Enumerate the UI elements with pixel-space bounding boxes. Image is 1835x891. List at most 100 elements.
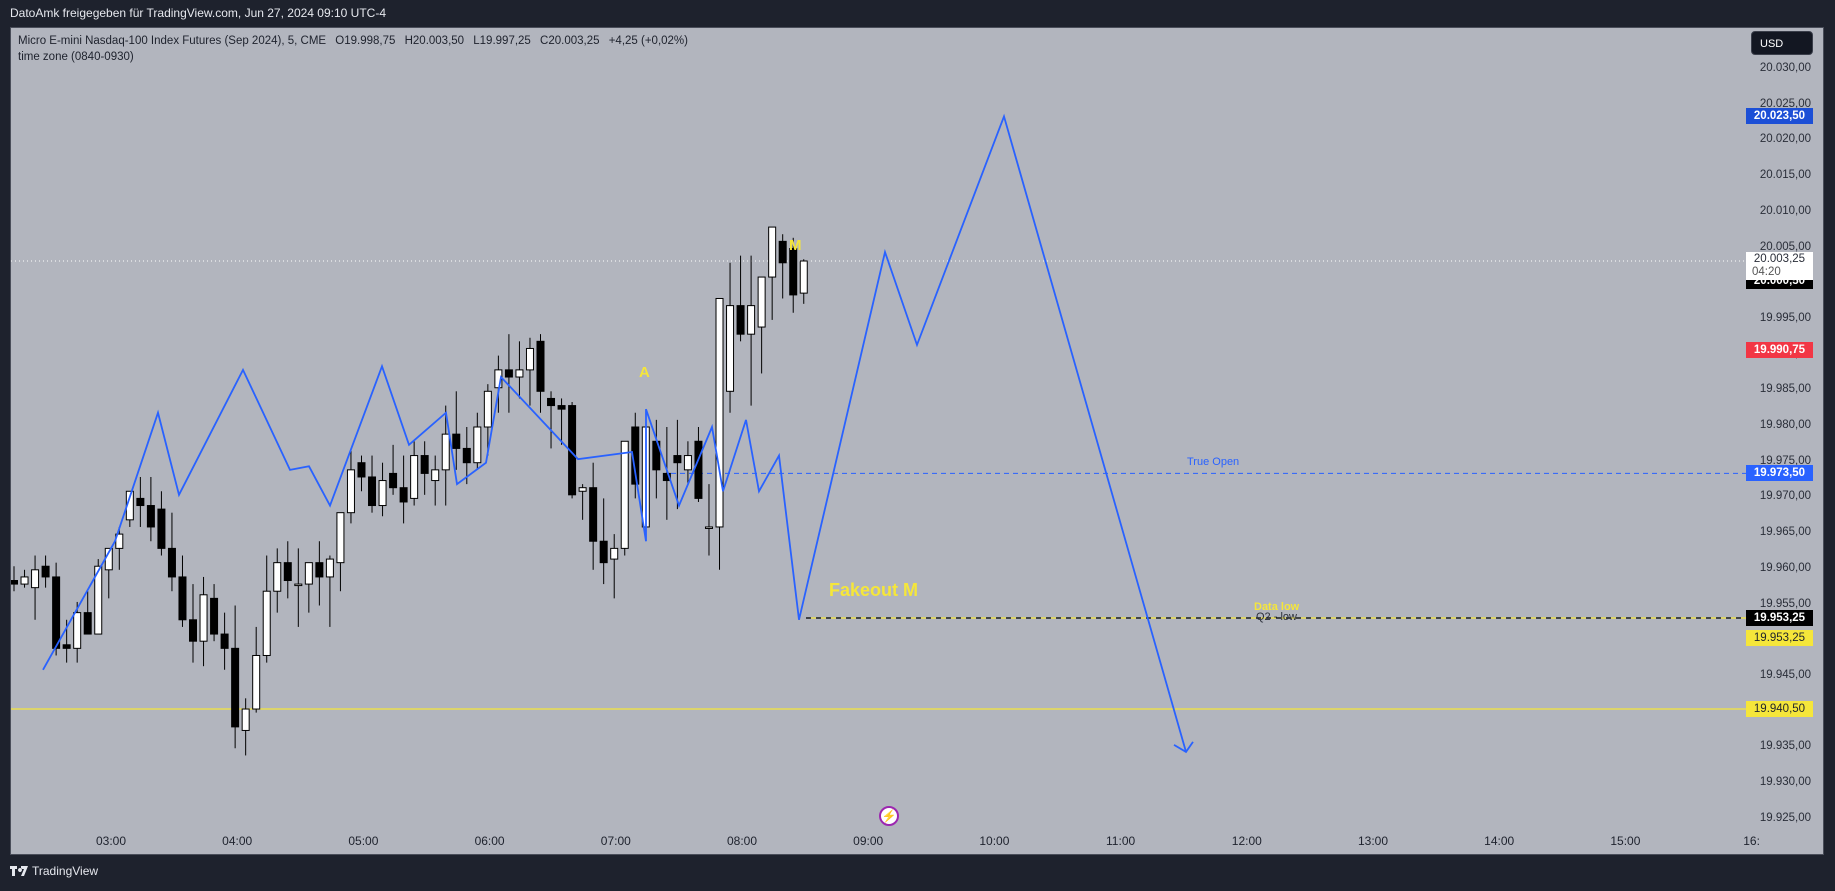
price-tick: 19.970,00 xyxy=(1759,490,1811,503)
symbol-name[interactable]: Micro E-mini Nasdaq-100 Index Futures (S… xyxy=(18,35,327,47)
bull-candle xyxy=(325,558,334,578)
tradingview-logo[interactable]: TradingView xyxy=(10,864,98,878)
bear-candle xyxy=(778,240,787,264)
price-tick: 19.955,00 xyxy=(1759,597,1811,610)
price-tick: 19.935,00 xyxy=(1759,740,1811,753)
indicator-name[interactable]: time zone (0840-0930) xyxy=(18,51,134,63)
ohlc-low: L19.997,25 xyxy=(473,35,531,47)
price-tag: 19.940,50 xyxy=(1746,701,1813,718)
price-tick: 20.010,00 xyxy=(1759,204,1811,217)
bear-candle xyxy=(283,562,292,582)
ohlc-high: H20.003,50 xyxy=(404,35,465,47)
bear-candle xyxy=(189,619,198,642)
bull-candle xyxy=(378,480,387,507)
bear-candle xyxy=(167,547,176,578)
bull-candle xyxy=(94,565,103,635)
bull-candle xyxy=(578,487,587,492)
bear-candle xyxy=(557,405,566,410)
bear-candle xyxy=(673,455,682,464)
price-tick: 20.025,00 xyxy=(1759,97,1811,110)
price-tag: 19.990,75 xyxy=(1746,342,1813,359)
price-tick: 20.020,00 xyxy=(1759,133,1811,146)
bear-candle xyxy=(146,505,155,528)
bull-candle xyxy=(294,583,303,587)
price-tick: 19.930,00 xyxy=(1759,776,1811,788)
time-tick: 07:00 xyxy=(600,834,631,848)
bull-candle xyxy=(704,526,713,529)
price-tick: 19.980,00 xyxy=(1759,419,1811,431)
bear-candle xyxy=(547,397,556,407)
bull-candle xyxy=(73,612,82,649)
bear-candle xyxy=(62,644,71,649)
price-tick: 19.965,00 xyxy=(1759,526,1811,539)
bear-candle xyxy=(11,580,18,585)
ohlc-open: O19.998,75 xyxy=(335,35,396,47)
bull-candle xyxy=(515,369,524,378)
lightning-event-icon[interactable]: ⚡ xyxy=(879,806,899,826)
bear-candle xyxy=(662,472,671,482)
time-tick: 03:00 xyxy=(95,834,127,848)
bear-candle xyxy=(420,455,429,474)
time-tick: 06:00 xyxy=(474,834,505,848)
bear-candle xyxy=(389,472,398,489)
price-tag: 19.973,50 xyxy=(1746,465,1813,482)
time-tick: 14:00 xyxy=(1484,834,1515,848)
bear-candle xyxy=(462,447,471,464)
price-tick: 19.985,00 xyxy=(1759,383,1811,396)
candlestick-plot[interactable] xyxy=(11,28,1824,855)
bull-candle xyxy=(726,305,735,392)
bull-candle xyxy=(483,390,492,428)
q2-low-label[interactable]: Q2 - low xyxy=(1256,611,1297,623)
bull-candle xyxy=(262,590,271,656)
a-label[interactable]: A xyxy=(639,364,650,381)
true-open-label[interactable]: True Open xyxy=(1187,456,1240,468)
bull-candle xyxy=(273,562,282,592)
m-label[interactable]: M xyxy=(789,237,802,254)
bull-candle xyxy=(620,440,629,549)
price-tick: 19.925,00 xyxy=(1759,811,1811,824)
time-tick: 12:00 xyxy=(1231,834,1262,848)
symbol-ohlc-row[interactable]: Micro E-mini Nasdaq-100 Index Futures (S… xyxy=(18,33,694,49)
bull-candle xyxy=(441,433,450,471)
arrow-head-icon xyxy=(1173,741,1194,754)
price-tick: 19.945,00 xyxy=(1759,668,1811,681)
time-tick: 08:00 xyxy=(726,834,758,848)
bear-candle xyxy=(599,540,608,564)
data-low-label[interactable]: Data low xyxy=(1254,601,1300,613)
share-header: DatoAmk freigegeben für TradingView.com,… xyxy=(0,0,1835,27)
bull-candle xyxy=(431,469,440,482)
bear-candle xyxy=(536,340,545,392)
currency-button[interactable]: USD xyxy=(1751,31,1813,55)
price-tick: 20.030,00 xyxy=(1759,62,1811,74)
bear-candle xyxy=(178,576,187,621)
price-tag: 19.953,25 xyxy=(1746,629,1813,646)
bear-candle xyxy=(157,508,166,549)
bear-candle xyxy=(504,369,513,378)
bull-candle xyxy=(336,512,345,564)
tradingview-logo-icon xyxy=(10,866,28,876)
price-tag: 19.953,25 xyxy=(1746,609,1813,626)
bear-candle xyxy=(231,647,240,728)
bull-candle xyxy=(757,276,766,328)
bull-candle xyxy=(683,455,692,471)
bear-candle xyxy=(52,576,61,649)
bear-candle xyxy=(399,487,408,503)
projection-path[interactable] xyxy=(42,113,1187,753)
bear-candle xyxy=(589,487,598,542)
bull-candle xyxy=(799,260,808,294)
bear-candle xyxy=(694,440,703,499)
chart-pane[interactable]: Micro E-mini Nasdaq-100 Index Futures (S… xyxy=(10,27,1824,855)
time-tick: 09:00 xyxy=(853,834,884,848)
bull-candle xyxy=(715,297,724,528)
bull-candle xyxy=(304,562,313,585)
time-tick: 16: xyxy=(1743,834,1760,848)
bull-candle xyxy=(346,469,355,514)
bull-candle xyxy=(747,305,756,335)
time-tick: 13:00 xyxy=(1357,834,1389,848)
fakeout-m-label[interactable]: Fakeout M xyxy=(829,580,919,600)
bear-candle xyxy=(368,476,377,507)
time-tick: 04:00 xyxy=(222,834,253,848)
bear-candle xyxy=(736,305,745,335)
indicator-legend-row[interactable]: time zone (0840-0930) xyxy=(18,49,694,65)
bull-candle xyxy=(473,426,482,464)
